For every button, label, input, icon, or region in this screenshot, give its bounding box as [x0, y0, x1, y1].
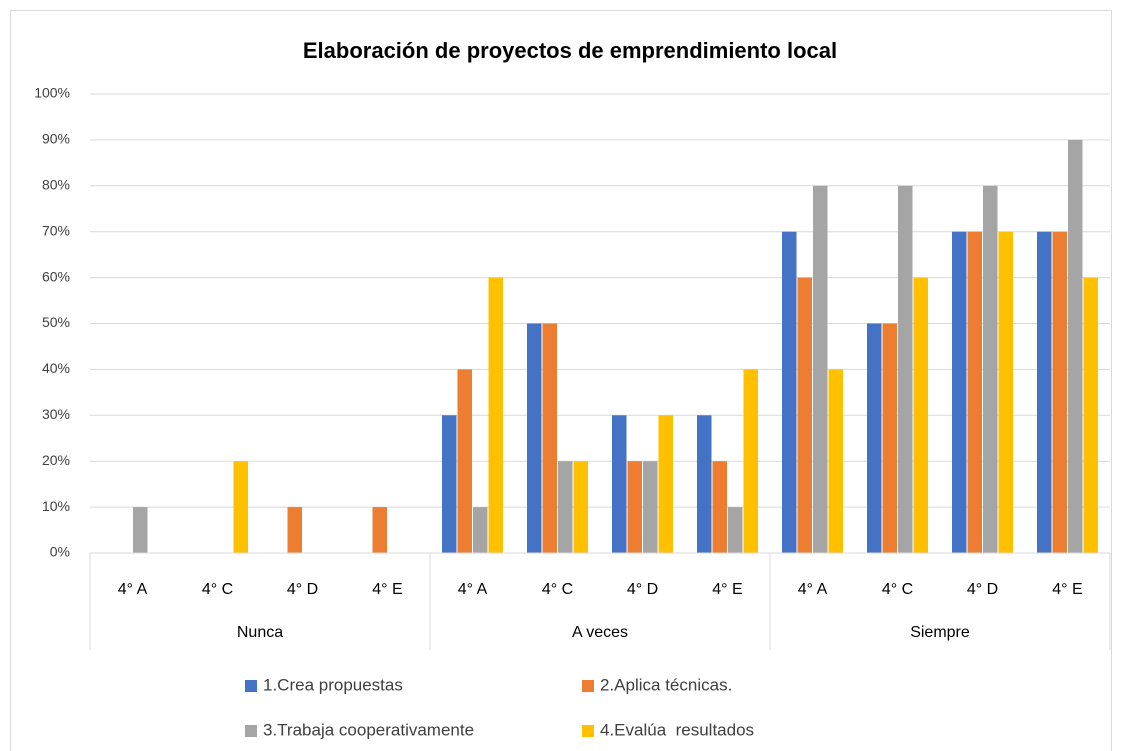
x-tick-label: 4° D — [287, 581, 318, 598]
bar — [867, 323, 882, 553]
bar — [697, 415, 712, 553]
x-tick-label: 4° E — [712, 581, 742, 598]
bar — [782, 231, 797, 553]
bar — [952, 231, 967, 553]
bar — [287, 507, 302, 553]
group-label: A veces — [572, 624, 628, 641]
bar — [573, 461, 588, 553]
legend-label: 1.Crea propuestas — [263, 675, 403, 694]
bar — [372, 507, 387, 553]
legend-swatch — [582, 725, 594, 737]
bar — [998, 231, 1013, 553]
group-label: Nunca — [237, 624, 283, 641]
y-tick-label: 30% — [42, 406, 70, 422]
y-tick-label: 50% — [42, 314, 70, 330]
bar — [133, 507, 148, 553]
x-tick-label: 4° E — [372, 581, 402, 598]
y-tick-label: 70% — [42, 222, 70, 238]
bar — [1068, 139, 1083, 553]
y-tick-label: 20% — [42, 452, 70, 468]
bar — [627, 461, 642, 553]
bar — [442, 415, 457, 553]
y-tick-label: 90% — [42, 131, 70, 147]
x-tick-label: 4° C — [882, 581, 913, 598]
bar — [983, 185, 998, 554]
x-tick-label: 4° C — [542, 581, 573, 598]
bar — [1052, 231, 1067, 553]
y-tick-label: 100% — [34, 85, 70, 101]
bar — [527, 323, 542, 553]
bar — [233, 461, 248, 553]
y-tick-label: 60% — [42, 268, 70, 284]
bar — [658, 415, 673, 553]
x-tick-label: 4° C — [202, 581, 233, 598]
bar — [643, 461, 658, 553]
x-tick-label: 4° E — [1052, 581, 1082, 598]
legend-swatch — [245, 680, 257, 692]
bar — [473, 507, 488, 553]
y-tick-label: 40% — [42, 360, 70, 376]
x-tick-label: 4° D — [627, 581, 658, 598]
bar — [1037, 231, 1052, 553]
legend-label: 3.Trabaja cooperativamente — [263, 720, 474, 739]
y-tick-label: 80% — [42, 177, 70, 193]
bar — [728, 507, 743, 553]
legend-swatch — [245, 725, 257, 737]
legend-label: 4.Evalúa resultados — [600, 720, 754, 739]
bar — [542, 323, 557, 553]
bar — [1083, 277, 1098, 553]
bar — [967, 231, 982, 553]
bar — [712, 461, 727, 553]
bar — [813, 185, 828, 554]
x-tick-label: 4° D — [967, 581, 998, 598]
legend-swatch — [582, 680, 594, 692]
y-tick-label: 10% — [42, 498, 70, 514]
bar — [882, 323, 897, 553]
bar — [797, 277, 812, 553]
bar — [743, 369, 758, 553]
legend-label: 2.Aplica técnicas. — [600, 675, 732, 694]
bar — [913, 277, 928, 553]
bar — [612, 415, 627, 553]
bar — [828, 369, 843, 553]
x-tick-label: 4° A — [118, 581, 148, 598]
x-tick-label: 4° A — [798, 581, 828, 598]
chart-title: Elaboración de proyectos de emprendimien… — [303, 38, 837, 63]
x-tick-label: 4° A — [458, 581, 488, 598]
bar — [488, 277, 503, 553]
bar — [457, 369, 472, 553]
y-tick-label: 0% — [50, 544, 70, 560]
bar — [898, 185, 913, 554]
group-label: Siempre — [910, 624, 970, 641]
bar — [558, 461, 573, 553]
